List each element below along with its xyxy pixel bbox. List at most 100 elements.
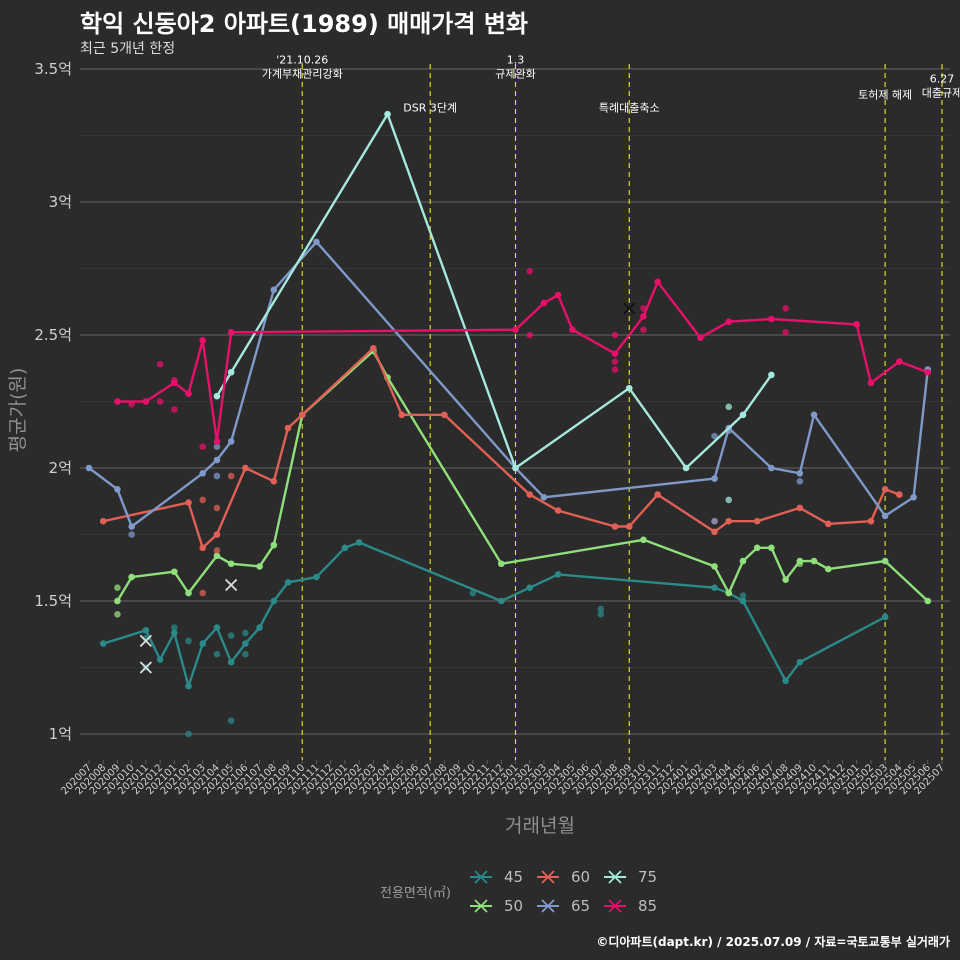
data-point [768, 315, 775, 323]
data-point [725, 589, 733, 597]
data-point [185, 637, 192, 645]
y-tick-label: 2.5억 [34, 326, 72, 344]
event-label: 6.27 [930, 72, 955, 85]
data-point [213, 547, 221, 554]
data-point [867, 517, 875, 525]
y-tick-label: 1억 [49, 725, 72, 743]
legend-title: 전용면적(㎡) [380, 886, 451, 901]
y-tick-label: 1.5억 [34, 592, 72, 610]
data-point [625, 523, 633, 530]
data-point [739, 597, 747, 605]
data-point [114, 597, 121, 605]
data-point [114, 398, 121, 405]
data-point [227, 717, 235, 724]
data-point [753, 544, 761, 552]
data-point [611, 350, 619, 357]
data-point [199, 640, 207, 647]
data-point [398, 411, 406, 419]
data-point [597, 605, 605, 613]
data-point [569, 326, 576, 333]
series-75 [213, 110, 775, 504]
data-point [896, 358, 903, 365]
data-point [725, 318, 733, 326]
data-point [469, 589, 477, 597]
data-point [512, 464, 519, 472]
data-point [782, 576, 789, 584]
data-point [768, 544, 775, 552]
event-label: 대출규제 [922, 86, 960, 99]
legend-key-cross [474, 870, 488, 884]
data-point [711, 584, 718, 591]
x-axis: 2020072020082020092020102020112020122021… [59, 760, 947, 797]
data-point [810, 411, 818, 419]
data-point [867, 379, 875, 387]
legend-label: 50 [504, 897, 523, 915]
data-point [199, 496, 207, 504]
data-point [213, 392, 221, 400]
data-point [554, 571, 562, 578]
data-point [227, 632, 235, 639]
event-label: 토허제 해제 [858, 87, 912, 101]
data-point [227, 560, 235, 568]
legend-key-cross [608, 899, 622, 913]
data-point [611, 358, 619, 365]
legend-key-cross [541, 870, 555, 884]
data-point [654, 278, 661, 286]
data-point [227, 368, 235, 376]
data-point [284, 424, 292, 432]
data-point [725, 517, 733, 525]
data-point [910, 493, 917, 501]
data-point [199, 337, 207, 344]
data-point [824, 565, 832, 573]
series-65 [85, 238, 932, 538]
data-point [242, 640, 249, 647]
data-point [114, 611, 121, 618]
chart-subtitle: 최근 5개년 한정 [80, 41, 176, 57]
data-point [881, 512, 889, 520]
data-point [796, 504, 804, 512]
series-45 [99, 539, 889, 738]
cross-marker [225, 578, 238, 592]
data-point [185, 682, 192, 690]
data-point [99, 517, 107, 525]
data-point [711, 528, 718, 536]
data-point [725, 403, 733, 411]
data-point [739, 557, 747, 565]
data-point [284, 579, 292, 586]
data-point [370, 345, 377, 352]
chart-title: 학익 신동아2 아파트(1989) 매매가격 변화 [80, 10, 528, 38]
data-point [896, 491, 903, 498]
data-point [611, 331, 619, 339]
data-point [497, 560, 505, 568]
data-point [768, 371, 775, 379]
data-point [185, 589, 192, 597]
data-point [128, 523, 135, 530]
series-line [102, 347, 900, 549]
data-point [242, 464, 249, 472]
data-point [384, 110, 391, 118]
series-85 [114, 267, 932, 451]
y-tick-label: 3억 [49, 193, 72, 211]
series-line [215, 113, 773, 470]
event-label: '21.10.26 [276, 54, 328, 67]
data-point [270, 478, 278, 485]
data-point [256, 624, 263, 631]
data-point [796, 557, 804, 565]
data-point [128, 573, 135, 581]
legend-item-60: 60 [537, 868, 590, 886]
data-point [128, 531, 135, 538]
source-caption: ©디아파트(dapt.kr) / 2025.07.09 / 자료=국토교통부 실… [596, 935, 950, 949]
data-point [227, 658, 235, 666]
data-point [156, 360, 164, 368]
data-point [185, 730, 192, 738]
series-line [102, 541, 886, 688]
data-point [711, 563, 718, 570]
data-point [540, 299, 548, 307]
data-point [199, 589, 207, 597]
series-50 [114, 347, 932, 618]
legend-key-cross [608, 870, 622, 884]
legend-key-cross [474, 899, 488, 913]
data-point [796, 470, 804, 477]
data-point [114, 485, 121, 493]
data-point [768, 464, 775, 472]
